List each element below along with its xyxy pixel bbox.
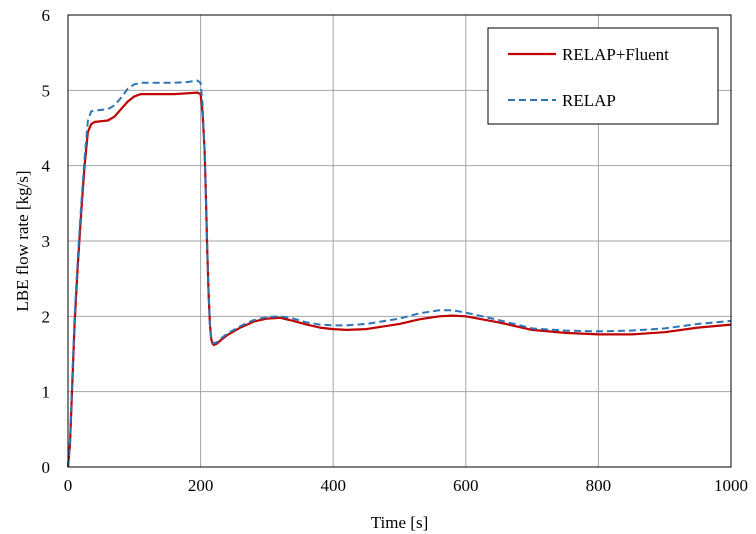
y-tick-label: 2 [42,307,51,326]
x-tick-label: 400 [320,476,346,495]
series-lines [66,79,732,468]
x-tick-label: 600 [453,476,479,495]
y-tick-label: 5 [42,81,51,100]
x-axis-title: Time [s] [371,513,428,532]
plot-frame [67,14,732,468]
x-tick-labels: 0 200 400 600 800 1000 [64,476,748,495]
series-line-relap [67,79,732,468]
y-tick-label: 6 [42,6,51,25]
y-tick-label: 4 [42,157,51,176]
y-tick-label: 0 [42,458,51,477]
y-tick-label: 3 [42,232,51,251]
y-tick-label: 1 [42,383,51,402]
x-tick-label: 0 [64,476,73,495]
x-tick-label: 200 [188,476,214,495]
legend: RELAP+Fluent RELAP [487,27,719,125]
legend-label-relap: RELAP [562,91,616,110]
legend-label-relap-fluent: RELAP+Fluent [562,45,669,64]
legend-box [487,27,719,125]
x-tick-label: 1000 [714,476,748,495]
x-tick-label: 800 [586,476,612,495]
y-tick-labels: 0 1 2 3 4 5 6 [42,6,51,477]
y-axis-title: LBE flow rate [kg/s] [13,170,32,311]
